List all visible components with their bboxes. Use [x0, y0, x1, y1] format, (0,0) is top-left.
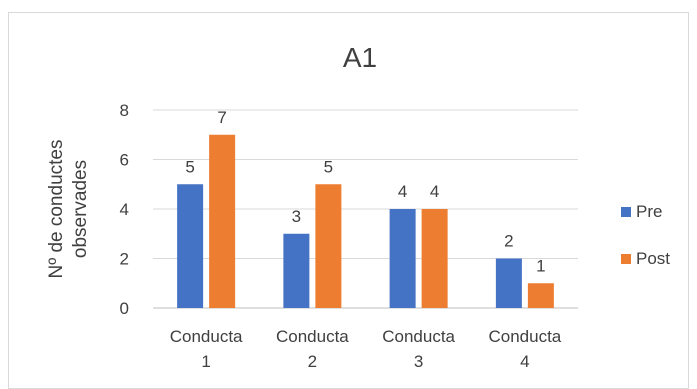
x-tick-label: Conducta — [488, 327, 561, 346]
bars — [177, 135, 554, 308]
y-axis-label-line: observades — [70, 160, 91, 258]
y-axis-label: Nº de conductes observades — [46, 140, 91, 279]
legend-label: Pre — [636, 202, 662, 221]
data-label: 7 — [217, 108, 226, 127]
x-tick-label: 2 — [308, 352, 317, 371]
legend: Pre Post — [621, 202, 670, 268]
data-label: 5 — [185, 157, 194, 176]
bar-post — [209, 135, 235, 308]
y-tick-label: 0 — [120, 299, 129, 318]
data-label: 2 — [504, 232, 513, 251]
x-tick-label: 1 — [201, 352, 210, 371]
bar-pre — [177, 184, 203, 308]
y-tick-labels: 0 2 4 6 8 — [120, 101, 129, 318]
bar-post — [528, 283, 554, 308]
x-tick-label: Conducta — [382, 327, 455, 346]
x-tick-label: Conducta — [170, 327, 243, 346]
y-tick-label: 4 — [120, 200, 129, 219]
data-label: 3 — [292, 207, 301, 226]
x-tick-label: 3 — [414, 352, 423, 371]
bar-pre — [496, 259, 522, 309]
data-label: 4 — [398, 182, 407, 201]
y-axis-label-line: Nº de conductes — [46, 140, 67, 279]
data-labels: 5 7 3 5 4 4 2 1 — [185, 108, 545, 276]
chart-title: A1 — [343, 42, 377, 73]
bar-post — [315, 184, 341, 308]
bar-pre — [283, 234, 309, 308]
x-tick-labels: Conducta 1 Conducta 2 Conducta 3 Conducta 4 — [170, 327, 562, 371]
y-tick-label: 2 — [120, 250, 129, 269]
x-tick-label: 4 — [520, 352, 529, 371]
legend-label: Post — [636, 249, 670, 268]
legend-swatch — [621, 254, 631, 264]
data-label: 4 — [430, 182, 439, 201]
bar-pre — [390, 209, 416, 308]
data-label: 5 — [324, 157, 333, 176]
data-label: 1 — [536, 256, 545, 275]
bar-post — [422, 209, 448, 308]
legend-swatch — [621, 207, 631, 217]
y-tick-label: 8 — [120, 101, 129, 120]
x-tick-label: Conducta — [276, 327, 349, 346]
y-tick-label: 6 — [120, 151, 129, 170]
